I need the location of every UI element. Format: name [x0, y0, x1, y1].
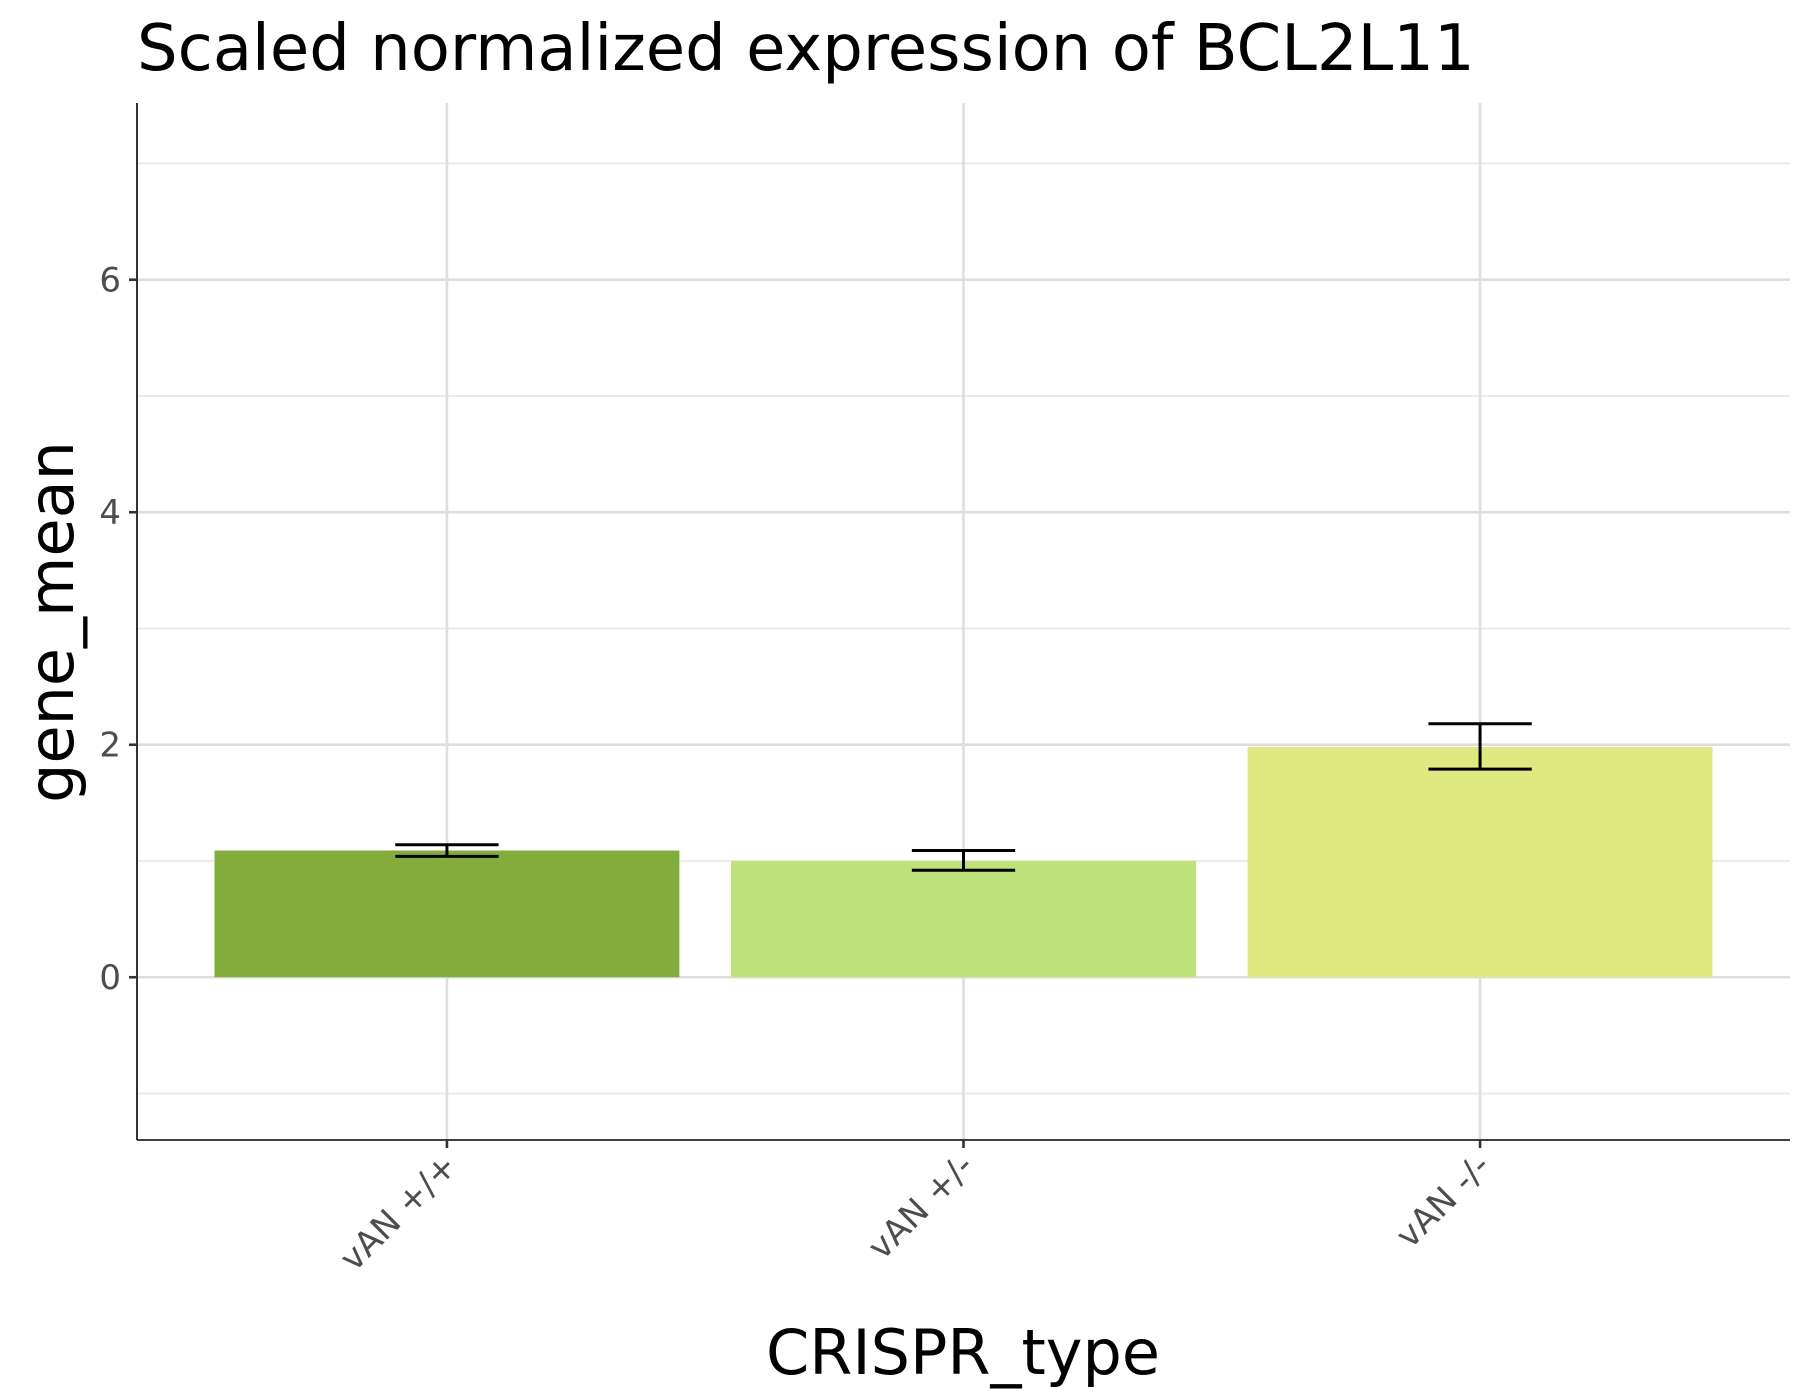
x-axis-title: CRISPR_type — [766, 1316, 1160, 1389]
bar — [214, 850, 680, 978]
y-tick-label: 2 — [99, 726, 121, 766]
y-tick-label: 6 — [99, 261, 121, 301]
error-bar — [1428, 722, 1532, 771]
major-gridlines — [137, 103, 1790, 1140]
y-tick-label: 4 — [99, 493, 121, 533]
x-axis-ticks: vAN +/+ vAN +/- vAN -/- — [332, 1140, 1498, 1279]
x-tick-label: vAN +/+ — [332, 1146, 465, 1279]
bar — [731, 860, 1196, 978]
y-axis-title: gene_mean — [15, 441, 88, 803]
error-bar — [395, 843, 499, 858]
x-tick-label: vAN -/- — [1388, 1146, 1498, 1256]
y-tick-label: 0 — [99, 958, 121, 998]
error-bars — [395, 722, 1532, 872]
y-axis-ticks: 0 2 4 6 — [99, 261, 137, 998]
x-tick-label: vAN +/- — [860, 1146, 982, 1268]
chart-title: Scaled normalized expression of BCL2L11 — [137, 12, 1475, 86]
error-bar — [911, 849, 1016, 872]
bar — [1247, 747, 1713, 978]
bars — [214, 747, 1713, 978]
